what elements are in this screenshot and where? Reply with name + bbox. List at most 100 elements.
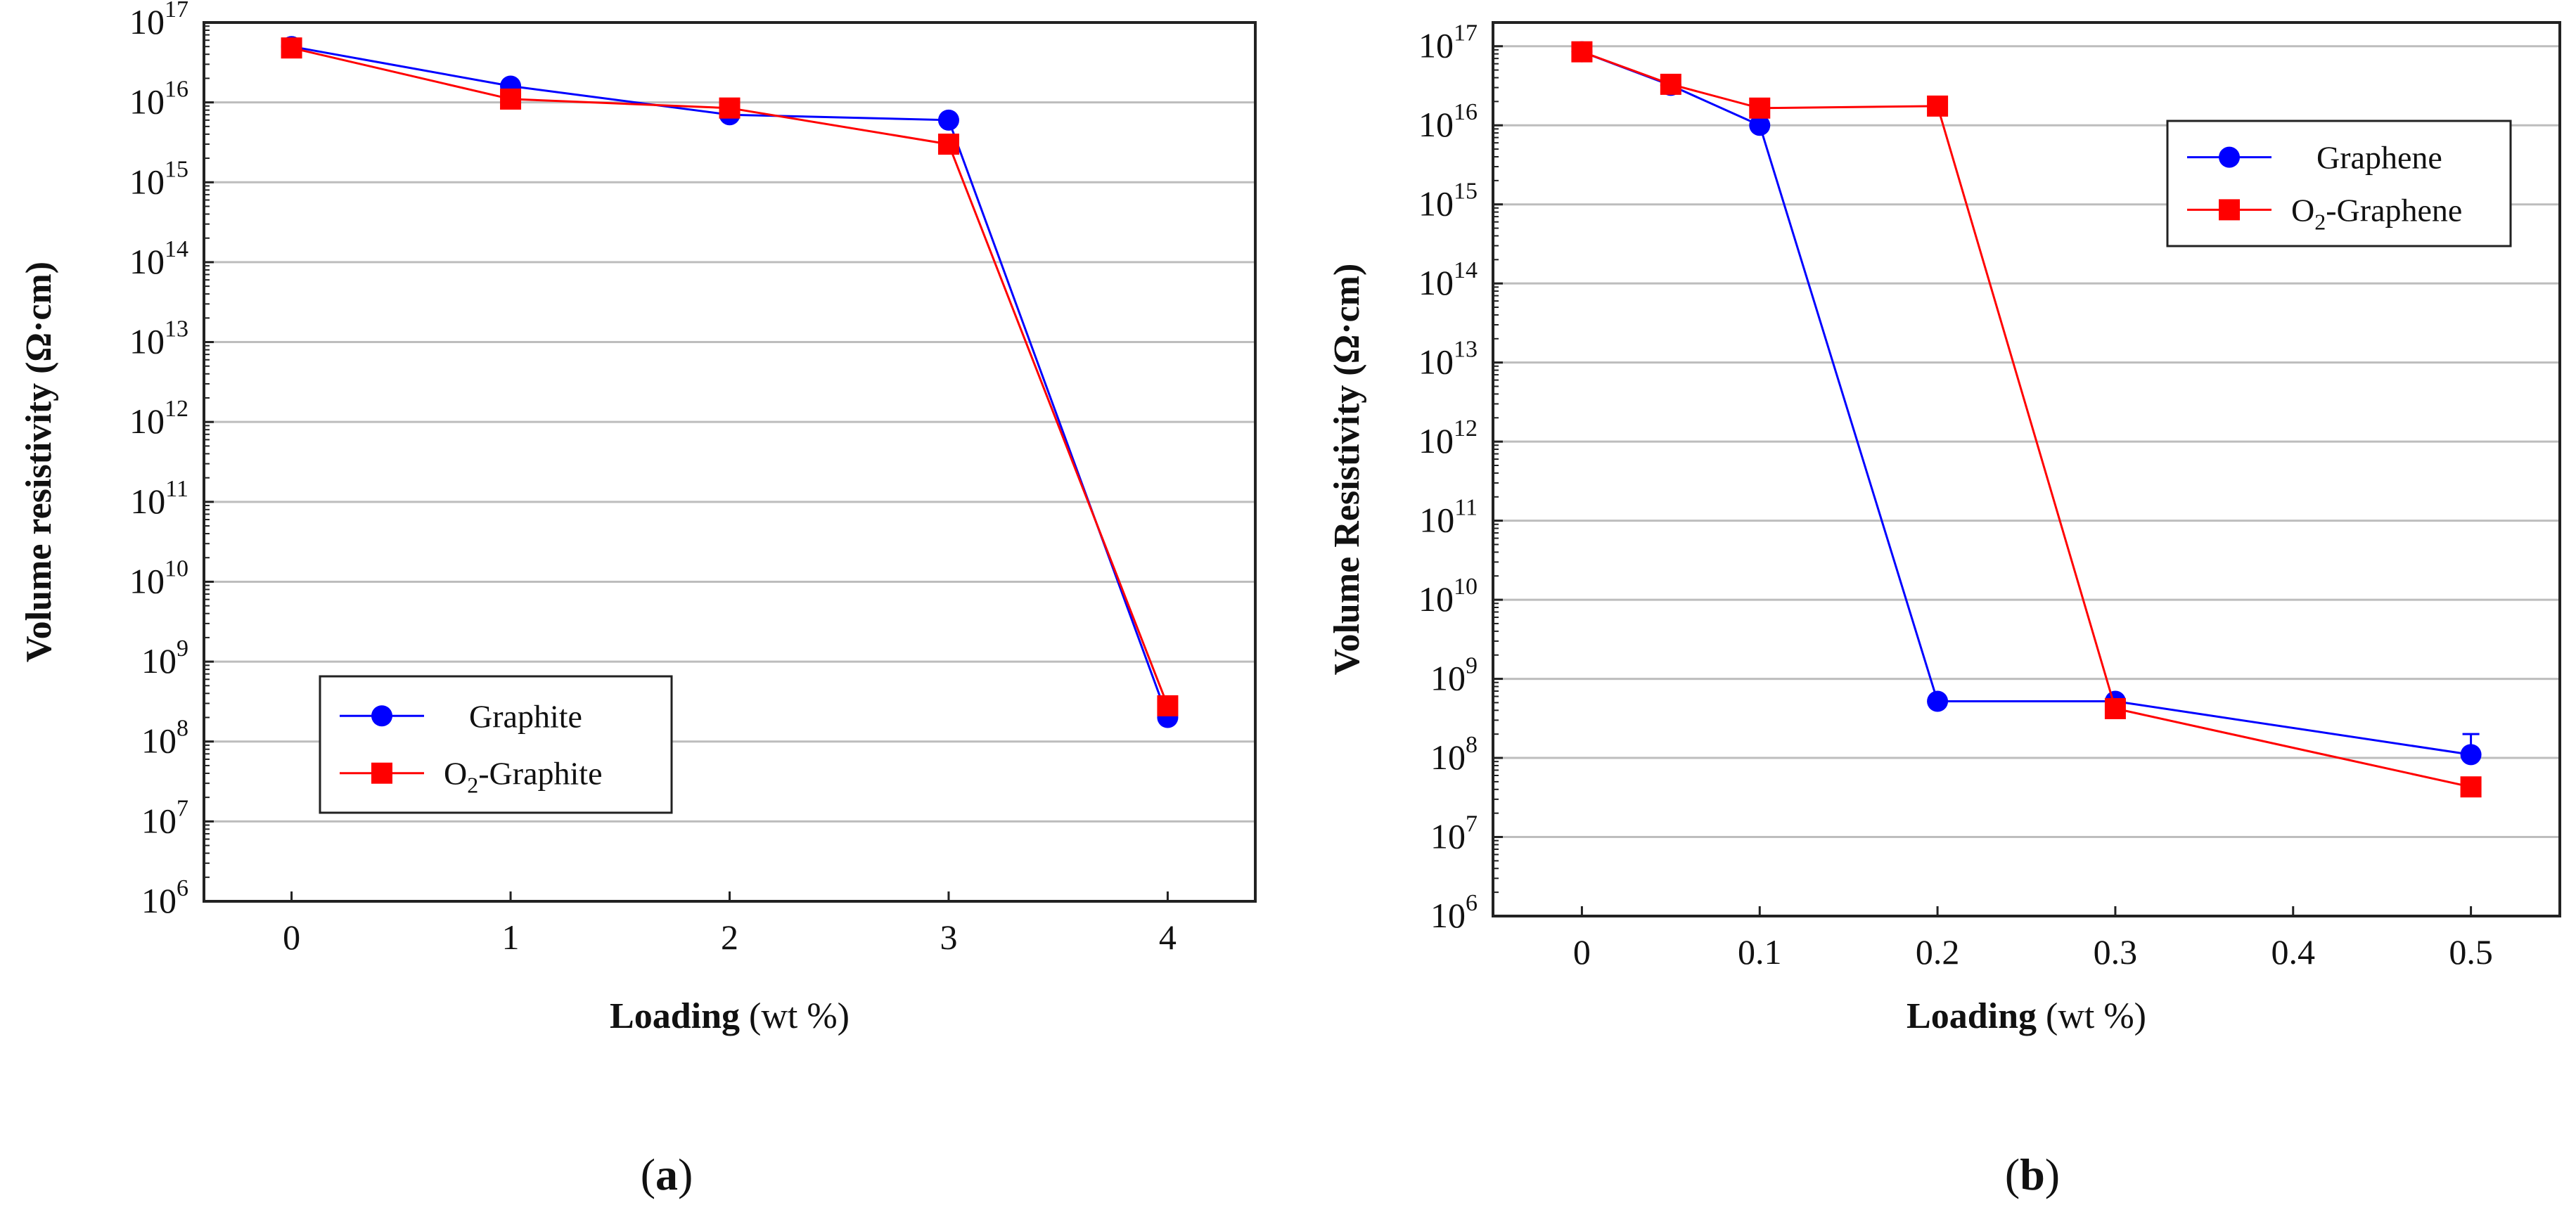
y-tick-base: 10 — [1430, 737, 1466, 777]
x-tick-label: 0.4 — [2271, 932, 2316, 972]
data-point-marker — [1927, 690, 1949, 712]
y-tick-base: 10 — [129, 162, 165, 201]
legend-label: O2-Graphite — [444, 756, 603, 798]
y-tick-base: 10 — [1418, 105, 1454, 144]
y-tick-label: 1010 — [129, 555, 188, 600]
data-point-marker — [1571, 41, 1593, 63]
x-axis-label-bold: Loading — [610, 996, 740, 1036]
data-point-marker — [1927, 95, 1949, 117]
x-axis-label-bold: Loading — [1907, 996, 2037, 1036]
y-tick-exponent: 16 — [1454, 99, 1478, 125]
legend-label: O2-Graphene — [2291, 192, 2462, 234]
y-tick-label: 1017 — [1418, 20, 1478, 65]
y-tick-base: 10 — [129, 2, 165, 41]
data-point-marker — [2460, 776, 2482, 798]
y-tick-exponent: 13 — [1454, 337, 1478, 363]
y-tick-base: 10 — [1419, 501, 1454, 540]
legend-label-text: Graphite — [469, 698, 582, 734]
panel-caption: (a) — [641, 1149, 693, 1199]
data-point-marker — [937, 109, 959, 131]
legend-marker — [2219, 146, 2240, 168]
y-tick-base: 10 — [129, 401, 165, 441]
y-tick-base: 10 — [1430, 659, 1466, 698]
legend-label-subscript: 2 — [467, 773, 478, 798]
data-point-marker — [281, 37, 302, 59]
data-point-marker — [1660, 73, 1681, 95]
x-axis-label-units: (wt %) — [2037, 996, 2146, 1036]
legend-label: Graphene — [2317, 140, 2442, 176]
y-tick-exponent: 6 — [177, 875, 188, 901]
y-tick-base: 10 — [141, 641, 177, 681]
y-tick-base: 10 — [1418, 26, 1454, 65]
x-axis-label-units: (wt %) — [740, 996, 850, 1036]
y-tick-base: 10 — [129, 82, 165, 122]
panel-caption-letter: a — [655, 1149, 678, 1199]
y-tick-base: 10 — [1418, 579, 1454, 619]
y-tick-exponent: 8 — [1466, 732, 1478, 758]
y-tick-label: 108 — [141, 716, 188, 761]
data-point-marker — [1157, 695, 1179, 716]
legend-label: Graphite — [469, 698, 582, 734]
y-tick-base: 10 — [1418, 342, 1454, 382]
legend-label-prefix: O — [2291, 192, 2314, 228]
y-tick-exponent: 6 — [1466, 890, 1478, 916]
y-tick-label: 1016 — [129, 77, 188, 122]
x-tick-label: 0 — [283, 917, 300, 957]
data-point-marker — [719, 97, 741, 119]
y-tick-base: 10 — [1430, 896, 1466, 935]
x-tick-label: 3 — [940, 917, 957, 957]
y-tick-exponent: 9 — [177, 636, 188, 662]
y-tick-base: 10 — [1430, 817, 1466, 856]
y-tick-exponent: 7 — [177, 795, 188, 821]
y-tick-label: 1011 — [1419, 495, 1478, 540]
legend-label-suffix: -Graphene — [2326, 192, 2462, 228]
series-line-o2-graphite — [291, 46, 1169, 707]
plot-frame — [203, 21, 1257, 903]
y-tick-label: 107 — [141, 795, 188, 840]
y-tick-label: 1014 — [129, 236, 188, 281]
x-tick-label: 2 — [721, 917, 738, 957]
y-tick-base: 10 — [129, 242, 165, 281]
legend-box — [319, 675, 673, 814]
legend-marker — [371, 762, 392, 784]
panel-b: 1061071081091010101110121013101410151016… — [1327, 20, 2561, 1199]
panel-caption-open: ( — [2005, 1149, 2020, 1199]
y-tick-exponent: 9 — [1466, 653, 1478, 679]
y-tick-exponent: 15 — [1454, 179, 1478, 205]
y-tick-label: 1017 — [129, 0, 188, 41]
y-tick-base: 10 — [1418, 184, 1454, 224]
y-tick-base: 10 — [1418, 421, 1454, 460]
y-tick-base: 10 — [129, 322, 165, 361]
y-tick-exponent: 10 — [1454, 574, 1478, 600]
data-point-marker — [2460, 744, 2482, 766]
panel-a: 1061071081091010101110121013101410151016… — [19, 0, 1257, 1199]
panel-caption-letter: b — [2020, 1149, 2045, 1199]
y-tick-exponent: 14 — [165, 236, 188, 262]
y-tick-exponent: 12 — [165, 396, 188, 422]
legend-label-text: Graphene — [2317, 140, 2442, 176]
panel-caption-close: ) — [2045, 1149, 2060, 1199]
panel-caption-close: ) — [678, 1149, 693, 1199]
series-line-graphite — [291, 45, 1169, 719]
y-tick-label: 1012 — [1418, 415, 1478, 460]
legend-marker — [371, 705, 392, 727]
y-tick-base: 10 — [141, 721, 177, 761]
x-tick-label: 1 — [502, 917, 520, 957]
x-axis-label: Loading (wt %) — [610, 996, 850, 1036]
y-tick-base: 10 — [129, 561, 165, 600]
legend-label-suffix: -Graphite — [478, 756, 602, 792]
y-axis-label: Volume Resistivity (Ω·cm) — [1327, 264, 1367, 676]
y-tick-label: 106 — [1430, 890, 1478, 935]
y-tick-exponent: 17 — [1454, 20, 1478, 46]
x-tick-label: 0.3 — [2094, 932, 2138, 972]
y-tick-label: 1016 — [1418, 99, 1478, 144]
panel-caption-open: ( — [641, 1149, 655, 1199]
y-tick-exponent: 8 — [177, 716, 188, 742]
y-tick-label: 106 — [141, 875, 188, 920]
x-axis-label: Loading (wt %) — [1907, 996, 2146, 1036]
y-tick-base: 10 — [130, 482, 165, 521]
y-tick-label: 1015 — [129, 156, 188, 201]
data-point-marker — [1749, 97, 1771, 119]
legend-box — [2166, 120, 2512, 247]
